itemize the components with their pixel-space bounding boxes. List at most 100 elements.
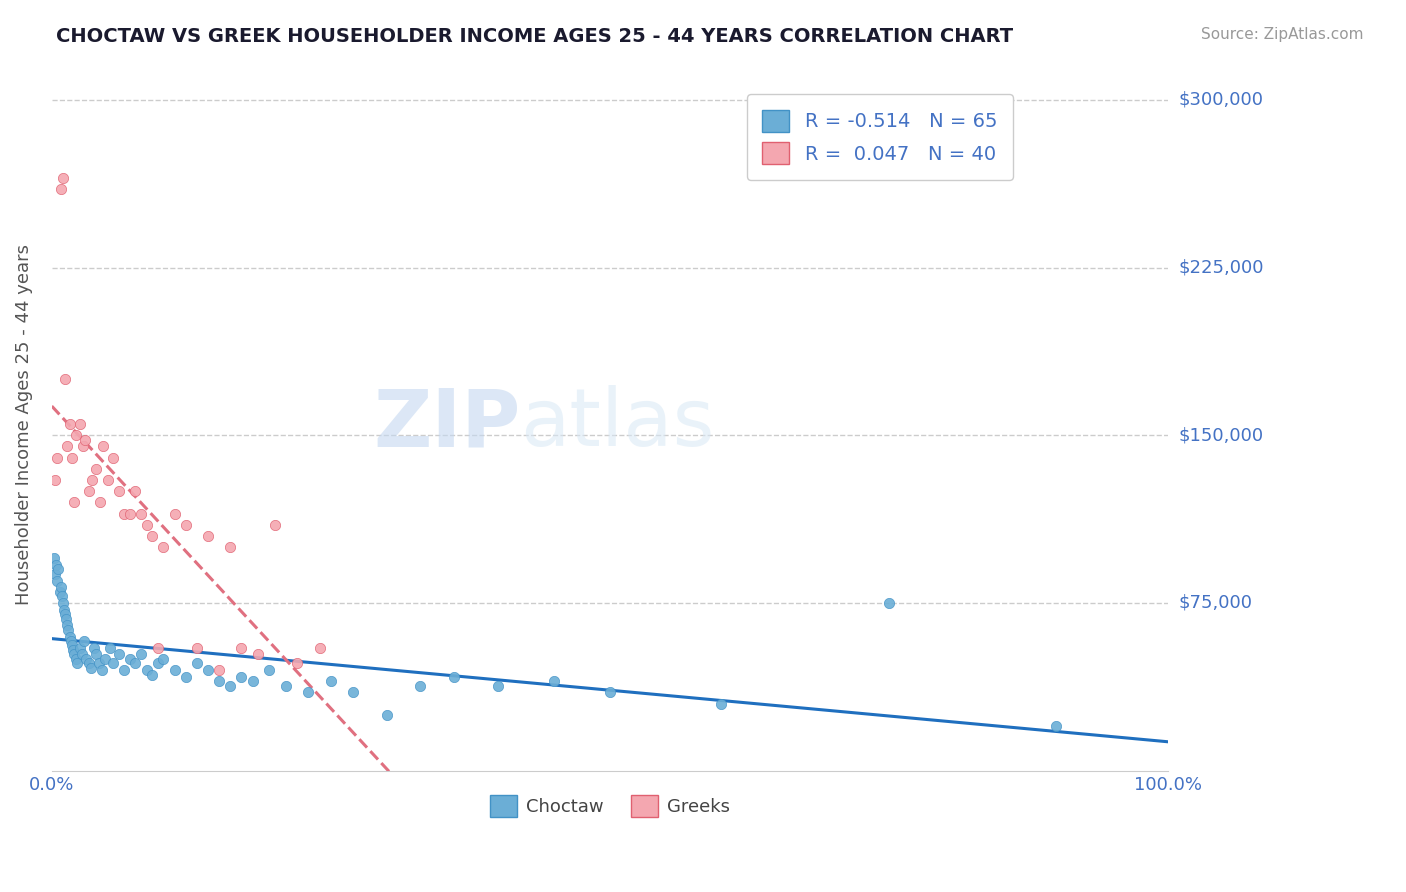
Point [72,439,94,453]
Point [129,648,152,662]
Point [101,657,124,671]
Text: $75,000: $75,000 [1180,594,1253,612]
Point [276,679,298,693]
Point [75,652,97,666]
Point [409,679,432,693]
Point [543,674,565,689]
Point [319,674,342,689]
Point [63,495,86,509]
Point [77,657,100,671]
Point [80,661,103,675]
Point [91,439,114,453]
Point [118,652,141,666]
Point [52,171,75,186]
Point [146,640,169,655]
Point [101,450,124,465]
Point [599,685,621,699]
Point [75,433,97,447]
Point [53,372,76,386]
Point [70,648,93,662]
Point [124,657,146,671]
Text: $150,000: $150,000 [1180,426,1264,444]
Point [69,417,91,431]
Point [83,640,105,655]
Point [264,517,287,532]
Point [86,648,108,662]
Text: $225,000: $225,000 [1180,259,1264,277]
Point [45,558,67,572]
Point [163,507,186,521]
Point [297,685,319,699]
Point [107,484,129,499]
Text: atlas: atlas [520,385,714,463]
Point [135,663,157,677]
Legend: Choctaw, Greeks: Choctaw, Greeks [482,788,737,824]
Point [107,648,129,662]
Point [44,566,66,581]
Point [112,663,135,677]
Point [48,584,70,599]
Point [186,640,208,655]
Point [56,439,79,453]
Point [124,484,146,499]
Point [65,652,87,666]
Point [141,529,163,543]
Point [174,517,197,532]
Point [112,507,135,521]
Point [443,670,465,684]
Point [1045,719,1067,733]
Point [55,612,77,626]
Point [242,674,264,689]
Point [163,663,186,677]
Point [60,639,83,653]
Point [208,674,231,689]
Point [219,540,242,554]
Point [65,428,87,442]
Point [877,596,900,610]
Point [46,574,69,588]
Point [80,473,103,487]
Point [259,663,281,677]
Point [152,652,174,666]
Y-axis label: Householder Income Ages 25 - 44 years: Householder Income Ages 25 - 44 years [15,244,32,605]
Point [141,667,163,681]
Point [146,657,169,671]
Text: CHOCTAW VS GREEK HOUSEHOLDER INCOME AGES 25 - 44 YEARS CORRELATION CHART: CHOCTAW VS GREEK HOUSEHOLDER INCOME AGES… [56,27,1014,45]
Point [308,640,330,655]
Point [135,517,157,532]
Point [197,663,219,677]
Point [60,450,83,465]
Point [186,657,208,671]
Point [96,473,118,487]
Text: Source: ZipAtlas.com: Source: ZipAtlas.com [1201,27,1364,42]
Point [86,462,108,476]
Point [98,640,121,655]
Point [52,596,75,610]
Point [231,640,253,655]
Point [174,670,197,684]
Point [486,679,509,693]
Point [118,507,141,521]
Point [66,657,89,671]
Point [59,634,82,648]
Point [208,663,231,677]
Point [197,529,219,543]
Point [49,182,72,196]
Text: $300,000: $300,000 [1180,91,1264,109]
Point [58,623,80,637]
Point [87,657,110,671]
Point [231,670,253,684]
Point [342,685,364,699]
Point [63,648,86,662]
Text: ZIP: ZIP [373,385,520,463]
Point [42,551,65,566]
Point [53,607,76,622]
Point [375,707,398,722]
Point [91,663,114,677]
Point [247,648,270,662]
Point [94,652,117,666]
Point [219,679,242,693]
Point [46,450,69,465]
Point [89,495,111,509]
Point [59,417,82,431]
